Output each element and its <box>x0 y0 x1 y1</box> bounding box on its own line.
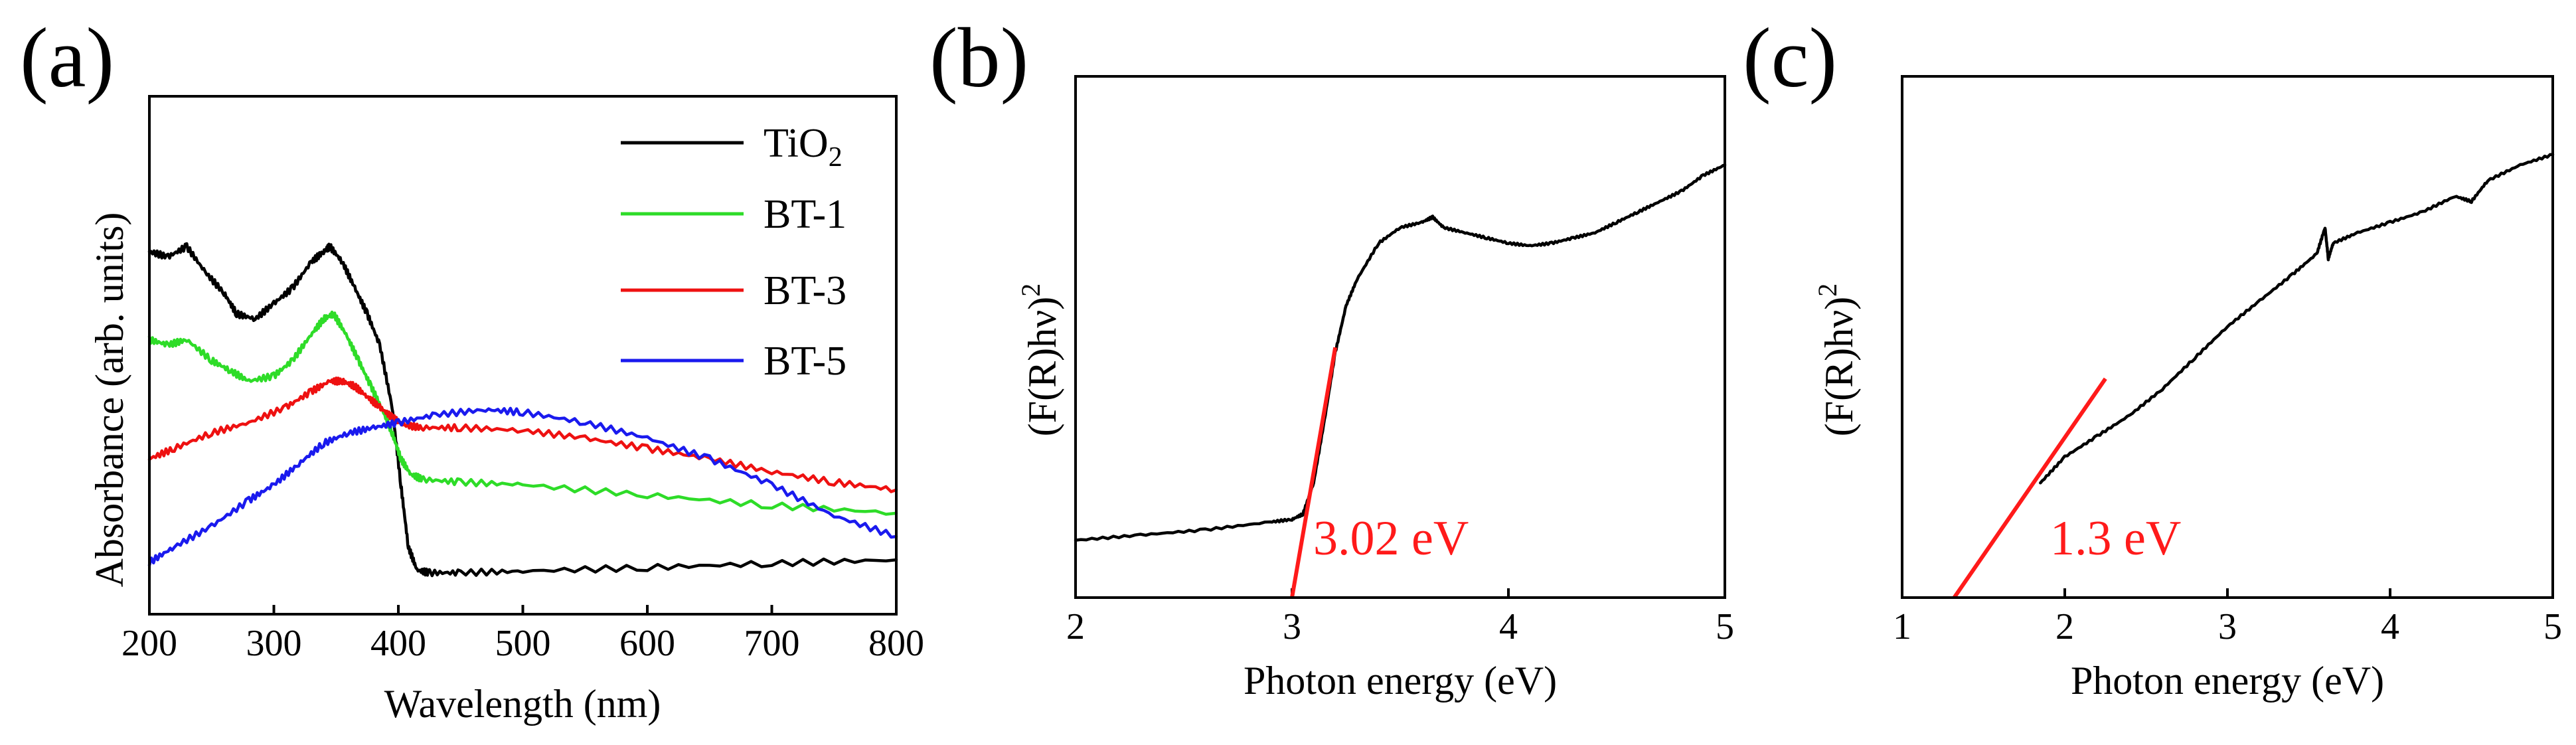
panel-c-x-tick-label-2: 2 <box>2055 606 2074 647</box>
panel-c-x-tick-label-1: 1 <box>1893 606 1911 647</box>
panel-a-label: (a) <box>20 11 114 105</box>
panel-a-series-bt-3 <box>147 376 898 493</box>
panel-a-legend: TiO2 BT-1 BT-3 BT-5 <box>621 121 846 384</box>
panel-c-x-tick-label-5: 5 <box>2543 606 2562 647</box>
panel-a-x-tick-label-300: 300 <box>246 623 302 664</box>
legend-label-bt-5: BT-5 <box>764 339 846 384</box>
panel-b-y-axis-title: (F(R)hν)2 <box>1016 284 1064 436</box>
panel-a-x-tick-label-500: 500 <box>495 623 551 664</box>
panel-b: (b) (F(R)hν)2 Photon energy (eV) 2 3 4 5 3.… <box>929 11 1734 703</box>
legend-label-tio2: TiO2 <box>764 121 843 173</box>
panel-a-x-axis-title: Wavelength (nm) <box>384 682 661 726</box>
panel-a-series-bt-1 <box>147 310 898 516</box>
panel-b-x-tick-label-2: 2 <box>1066 606 1085 647</box>
panel-a-x-tick-label-600: 600 <box>619 623 675 664</box>
panel-c-frame <box>1901 75 2554 599</box>
panel-a-x-tick-label-400: 400 <box>370 623 426 664</box>
panel-a-x-tick-label-800: 800 <box>868 623 924 664</box>
panel-a-y-axis-title: Absorbance (arb. units) <box>88 212 131 588</box>
panel-c-tangent-line <box>1952 377 2107 599</box>
panel-c-y-axis-title: (F(R)hν)2 <box>1812 284 1861 436</box>
panel-b-x-tick-label-5: 5 <box>1716 606 1734 647</box>
panel-a-x-tick-label-700: 700 <box>744 623 800 664</box>
panel-c-bandgap-annotation: 1.3 eV <box>2050 511 2181 566</box>
panel-b-x-axis-title: Photon energy (eV) <box>1244 659 1557 703</box>
panel-b-bandgap-annotation: 3.02 eV <box>1313 511 1469 566</box>
panel-c-series-tauc-plot <box>2039 153 2555 485</box>
panel-c-x-tick-label-4: 4 <box>2381 606 2399 647</box>
panel-c-x-ticks: 1 2 3 4 5 <box>1893 588 2562 647</box>
panel-b-tangent-line <box>1290 347 1338 598</box>
panel-c-series <box>1952 153 2555 599</box>
legend-label-bt-1: BT-1 <box>764 192 846 237</box>
panel-b-x-tick-label-3: 3 <box>1283 606 1301 647</box>
legend-label-bt-3: BT-3 <box>764 268 846 313</box>
panel-a-x-ticks: 200 300 400 500 600 700 800 <box>121 605 924 664</box>
panel-a-x-tick-label-200: 200 <box>121 623 177 664</box>
panel-b-series <box>1074 163 1727 598</box>
panel-b-series-tauc-plot <box>1074 163 1727 542</box>
panel-a-series-tio2 <box>147 242 898 578</box>
panel-a-series <box>147 242 898 578</box>
panel-a-frame <box>148 95 898 616</box>
panel-a-series-bt-5 <box>147 406 898 567</box>
panel-a: (a) Absorbance (arb. units) Wavelength (… <box>20 11 924 726</box>
panel-b-label: (b) <box>929 11 1028 105</box>
panel-c-label: (c) <box>1743 11 1837 105</box>
panel-c: (c) (F(R)hν)2 Photon energy (eV) 1 2 3 4 5 1… <box>1743 11 2562 703</box>
panel-c-x-axis-title: Photon energy (eV) <box>2071 659 2384 703</box>
panel-c-x-tick-label-3: 3 <box>2218 606 2237 647</box>
panel-b-frame <box>1074 75 1726 599</box>
panel-b-x-tick-label-4: 4 <box>1499 606 1518 647</box>
